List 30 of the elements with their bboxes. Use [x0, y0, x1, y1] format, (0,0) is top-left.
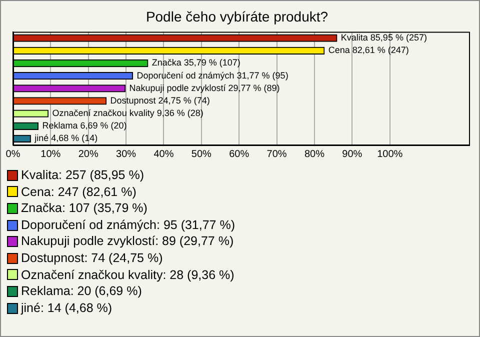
x-tick-label: 100% [377, 148, 403, 160]
legend-label: Značka: 107 (35,79 %) [21, 200, 148, 217]
x-tick-label: 50% [191, 148, 212, 160]
data-label: jiné 4,68 % (14) [34, 133, 98, 144]
legend-label: Cena: 247 (82,61 %) [21, 184, 136, 200]
data-label: Dostupnost 24,75 % (74) [110, 95, 210, 106]
x-tick-label: 0% [6, 148, 20, 160]
legend-label: Dostupnost: 74 (24,75 %) [21, 250, 163, 267]
data-label: Reklama 6,69 % (20) [42, 120, 127, 131]
data-label: Doporučení od známých 31,77 % (95) [136, 70, 288, 80]
x-tick-label: 60% [229, 148, 250, 160]
x-tick-label: 10% [40, 148, 61, 160]
x-tick-label: 30% [116, 148, 136, 160]
x-tick-label: 80% [304, 148, 325, 160]
chart-title: Podle čeho vybíráte produkt? [146, 8, 328, 24]
x-tick-label: 20% [78, 148, 98, 160]
legend-label: Označení značkou kvality: 28 (9,36 %) [21, 266, 234, 284]
data-label: Nakupuji podle zvyklostí 29,77 % (89) [129, 82, 280, 93]
data-label: Kvalita 85,95 % (257) [340, 32, 427, 43]
x-tick-label: 90% [342, 148, 362, 160]
legend-label: Nakupuji podle zvyklostí: 89 (29,77 %) [21, 233, 234, 250]
data-label: Značka 35,79 % (107) [152, 58, 240, 68]
x-tick-label: 70% [266, 148, 287, 160]
data-label: Označení značkou kvality 9,36 % (28) [52, 108, 204, 118]
legend-label: Kvalita: 257 (85,95 %) [21, 167, 144, 184]
legend-label: Doporučení od známých: 95 (31,77 %) [21, 216, 236, 234]
legend-label: Reklama: 20 (6,69 %) [21, 283, 142, 300]
data-label: Cena 82,61 % (247) [328, 45, 409, 56]
legend-label: jiné: 14 (4,68 %) [21, 300, 112, 316]
x-tick-label: 40% [154, 148, 174, 160]
